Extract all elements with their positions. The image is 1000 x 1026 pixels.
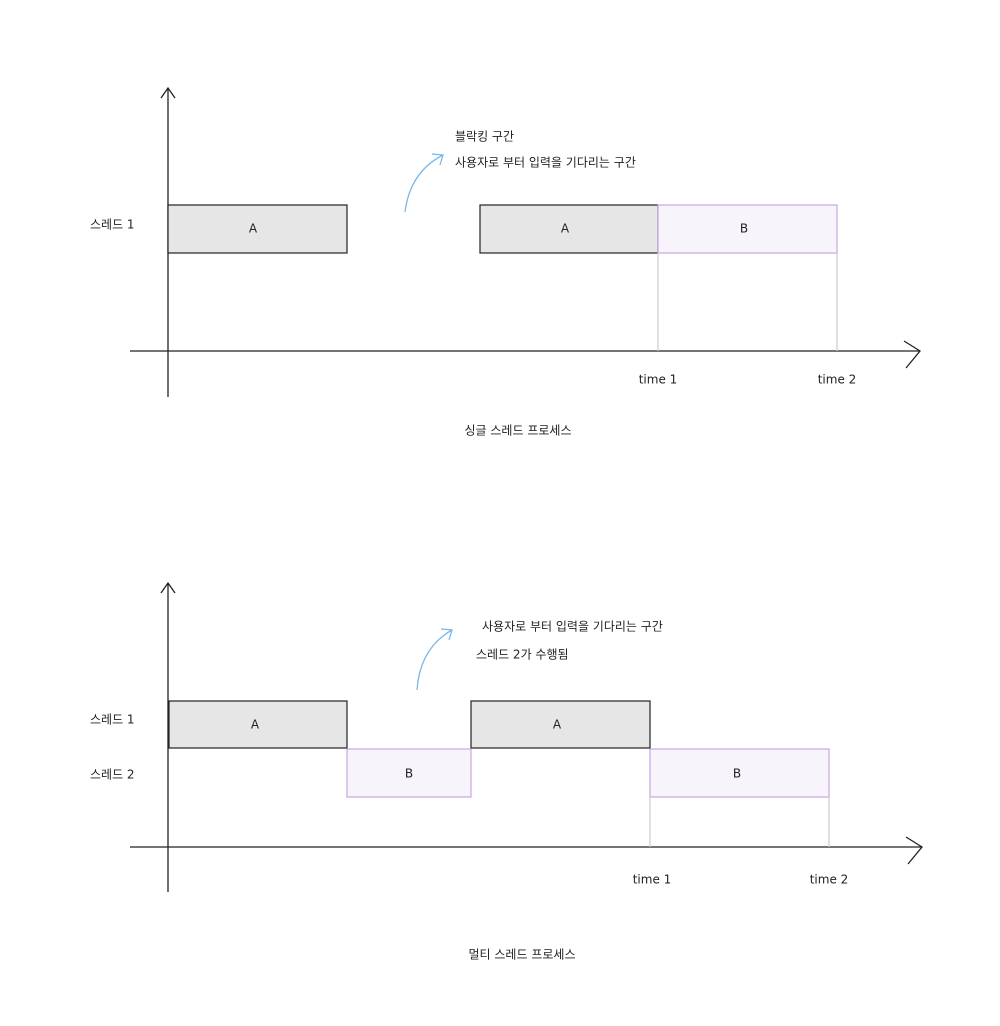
- annotation: 스레드 2가 수행됨: [476, 647, 569, 662]
- block-label: B: [740, 222, 748, 236]
- annotation: 사용자로 부터 입력을 기다리는 구간: [455, 156, 636, 170]
- block: [479, 204, 659, 254]
- row-label: 스레드 1: [90, 713, 135, 727]
- caption: 싱글 스레드 프로세스: [465, 424, 572, 438]
- block: [168, 700, 348, 749]
- time-label: time 2: [818, 373, 857, 387]
- block: [470, 700, 651, 749]
- time-label: time 1: [633, 873, 672, 887]
- block-label: B: [733, 767, 741, 781]
- x-axis: [130, 340, 921, 369]
- block-label: A: [553, 718, 562, 732]
- multi-diagram: 스레드 1 스레드 2 A A B B time 1 time 2 사용자로 부…: [90, 581, 923, 962]
- annotation: 사용자로 부터 입력을 기다리는 구간: [482, 620, 663, 634]
- block-label: A: [249, 222, 258, 236]
- block: [657, 204, 838, 254]
- annotation-arrow: [416, 628, 453, 691]
- caption: 멀티 스레드 프로세스: [469, 948, 576, 962]
- annotation-arrow: [404, 153, 444, 213]
- block-label: A: [251, 718, 260, 732]
- row-label: 스레드 1: [90, 218, 135, 232]
- row-label: 스레드 2: [90, 768, 135, 782]
- block: [167, 204, 348, 254]
- time-label: time 2: [810, 873, 849, 887]
- time-label: time 1: [639, 373, 678, 387]
- y-axis: [160, 581, 176, 892]
- single-diagram: 스레드 1 A A B time 1 time 2 블락킹 구간 사용자로 부터…: [90, 86, 921, 438]
- x-axis: [130, 836, 923, 865]
- block: [649, 748, 830, 798]
- block: [346, 748, 472, 798]
- block-label: B: [405, 767, 413, 781]
- block-label: A: [561, 222, 570, 236]
- annotation: 블락킹 구간: [455, 130, 514, 144]
